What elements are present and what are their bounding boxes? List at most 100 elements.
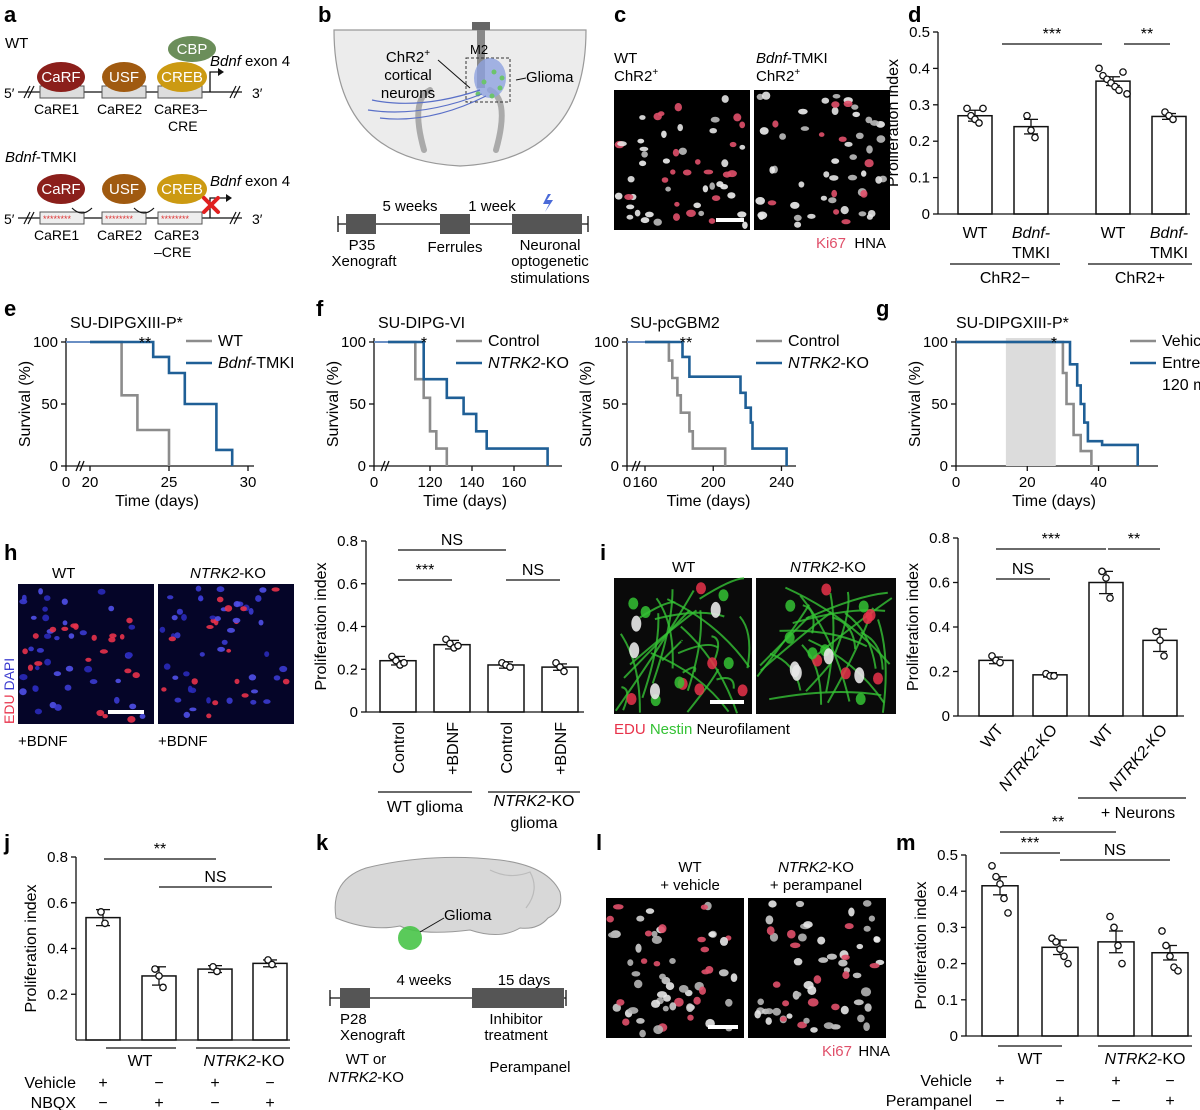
- nestin-process: [686, 610, 703, 692]
- y-tick-label: 0.8: [337, 533, 358, 550]
- brain-section-drawing: [333, 29, 587, 167]
- cortical-label: cortical: [384, 67, 432, 84]
- x-tick-label: +BDNF: [553, 722, 570, 775]
- cell: [279, 665, 288, 673]
- data-point: [1156, 636, 1164, 645]
- neuron: [789, 661, 800, 678]
- legend-label: 120 mg kg−1: [1162, 377, 1200, 394]
- cell: [821, 583, 832, 596]
- h-wt-title: WT: [52, 565, 75, 582]
- x-tick-label: 0: [370, 474, 378, 491]
- y-axis-label: Proliferation index: [23, 884, 40, 1012]
- neuron: [710, 601, 721, 618]
- cell: [217, 646, 226, 652]
- k-xenograft-block: [340, 988, 370, 1008]
- cell: [653, 1025, 664, 1035]
- y-tick-label: 0.1: [937, 992, 958, 1009]
- cell: [38, 588, 43, 595]
- x-tick-label: TMKI: [1150, 245, 1188, 262]
- cell: [54, 636, 60, 641]
- row-value: −: [1111, 1093, 1120, 1110]
- group-label: NTRK2-KO: [204, 1053, 285, 1070]
- panel-letter-j: j: [3, 830, 10, 855]
- cell: [635, 943, 642, 953]
- cell: [183, 671, 190, 677]
- ferrules-label: Ferrules: [427, 239, 482, 256]
- survival-curve: [645, 340, 727, 466]
- cell: [709, 128, 717, 134]
- cell: [797, 1021, 807, 1029]
- y-axis-label: Survival (%): [325, 361, 342, 447]
- data-point: [1098, 567, 1106, 576]
- y-tick-label: 0.8: [929, 530, 950, 547]
- significance-label: **: [1052, 814, 1064, 831]
- nestin-process: [808, 638, 885, 704]
- group-label: NTRK2-KO: [1105, 1051, 1186, 1068]
- data-point: [1115, 86, 1123, 95]
- cell: [97, 588, 106, 595]
- bar: [141, 975, 177, 1041]
- cell: [171, 615, 178, 621]
- micrograph-l-wt: [606, 898, 744, 1038]
- row-value: +: [265, 1095, 274, 1110]
- x-tick-label: WT: [1088, 721, 1117, 751]
- cell: [697, 936, 706, 943]
- k-fifteen-days: 15 days: [498, 972, 551, 989]
- cell: [653, 961, 661, 967]
- panel-letter-c: c: [614, 2, 626, 27]
- cell: [214, 616, 221, 622]
- cell: [765, 1017, 772, 1025]
- cell: [818, 957, 829, 963]
- cell: [863, 1022, 870, 1031]
- y-axis-label: Proliferation index: [905, 563, 922, 691]
- cell: [873, 936, 880, 943]
- cell: [241, 693, 249, 698]
- panel-letter-k: k: [316, 830, 329, 855]
- cell: [21, 594, 27, 602]
- significance-label: ***: [1021, 835, 1040, 852]
- cell: [672, 148, 680, 157]
- row-value: +: [154, 1095, 163, 1110]
- cell: [34, 661, 43, 666]
- usf-label: USF: [109, 69, 139, 86]
- cell: [853, 999, 864, 1006]
- cell: [640, 958, 648, 964]
- cell: [658, 924, 667, 934]
- cell: [114, 696, 120, 704]
- nestin-process: [833, 591, 850, 654]
- cell: [739, 121, 746, 129]
- legend-label: NTRK2-KO: [488, 355, 569, 372]
- x-tick-label: 30: [240, 474, 257, 491]
- neuron: [650, 683, 660, 700]
- cell: [733, 113, 742, 122]
- x-axis-label: Time (days): [667, 493, 751, 510]
- data-point: [560, 667, 568, 676]
- cell: [723, 657, 734, 670]
- significance-label: NS: [204, 869, 226, 886]
- cell: [707, 657, 718, 670]
- cell: [102, 714, 108, 719]
- cell: [176, 608, 183, 615]
- panel-letter-m: m: [896, 830, 916, 855]
- cell: [858, 600, 869, 613]
- svg-text:********: ********: [105, 214, 134, 224]
- y-axis-label: Survival (%): [17, 361, 34, 447]
- nestin-process: [844, 612, 877, 669]
- cell: [865, 116, 873, 124]
- c-cells: [614, 91, 887, 229]
- bar: [541, 666, 579, 713]
- cell: [85, 657, 92, 662]
- neuron: [823, 648, 834, 665]
- cell: [829, 175, 839, 181]
- y-tick-label: 0: [950, 1028, 958, 1045]
- row-value: +: [1165, 1093, 1174, 1110]
- k-inhibitor: Inhibitor: [489, 1011, 542, 1028]
- cell: [62, 620, 68, 626]
- stimulations-label: stimulations: [510, 270, 589, 287]
- row-value: +: [98, 1075, 107, 1092]
- bar: [197, 968, 233, 1041]
- cell: [772, 981, 781, 988]
- carf-factor: [37, 62, 85, 92]
- nestin-process: [799, 594, 851, 702]
- xenograft-label: Xenograft: [331, 253, 397, 270]
